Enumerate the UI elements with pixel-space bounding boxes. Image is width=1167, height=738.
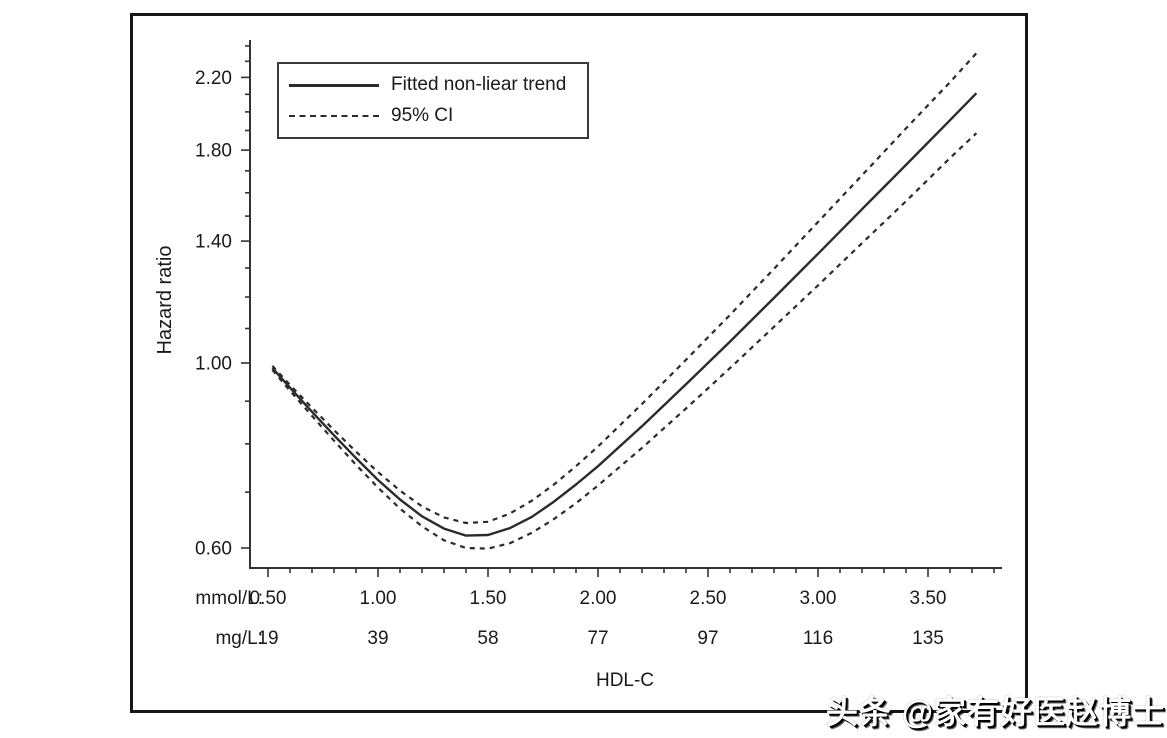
- fitted-trend-line: [271, 92, 978, 537]
- y-tick-label: 1.40: [195, 232, 232, 253]
- ci-upper-line: [271, 52, 978, 525]
- x-tick-label-mmol: 3.50: [910, 588, 947, 609]
- x-tick-label-mg: 77: [587, 628, 608, 649]
- x-tick-label-mmol: 2.50: [690, 588, 727, 609]
- x-axis-label: HDL-C: [595, 670, 655, 691]
- legend-solid-line-sample: [289, 83, 379, 87]
- legend: Fitted non-liear trend 95% CI: [277, 62, 589, 139]
- y-tick-label: 2.20: [195, 68, 232, 89]
- x-tick-label-mmol: 1.00: [360, 588, 397, 609]
- x-tick-label-mmol: 3.00: [800, 588, 837, 609]
- y-tick-label: 1.80: [195, 141, 232, 162]
- x-tick-label-mg: 97: [697, 628, 718, 649]
- x-unit-prefix: mg/L:: [215, 628, 263, 649]
- ci-lower-line: [271, 132, 978, 550]
- x-tick-label-mg: 58: [477, 628, 498, 649]
- x-tick-label-mg: 39: [367, 628, 388, 649]
- legend-label-ci: 95% CI: [391, 105, 454, 126]
- legend-label-trend: Fitted non-liear trend: [391, 74, 567, 95]
- x-tick-label-mmol: 1.50: [470, 588, 507, 609]
- x-tick-label-mg: 116: [803, 628, 833, 649]
- watermark: 头条 @家有好医赵博士: [825, 694, 1165, 730]
- x-unit-prefix: mmol/L:: [195, 588, 263, 609]
- x-tick-label-mg: 19: [257, 628, 278, 649]
- legend-row-trend: Fitted non-liear trend: [289, 74, 587, 96]
- y-tick-label: 1.00: [195, 354, 232, 375]
- y-axis-label: Hazard ratio: [154, 245, 176, 355]
- legend-dashed-line-sample: [289, 115, 379, 117]
- y-tick-label: 0.60: [195, 539, 232, 560]
- x-tick-label-mmol: 0.50: [250, 588, 287, 609]
- x-tick-label-mg: 135: [912, 628, 944, 649]
- x-tick-label-mmol: 2.00: [580, 588, 617, 609]
- legend-row-ci: 95% CI: [289, 105, 587, 127]
